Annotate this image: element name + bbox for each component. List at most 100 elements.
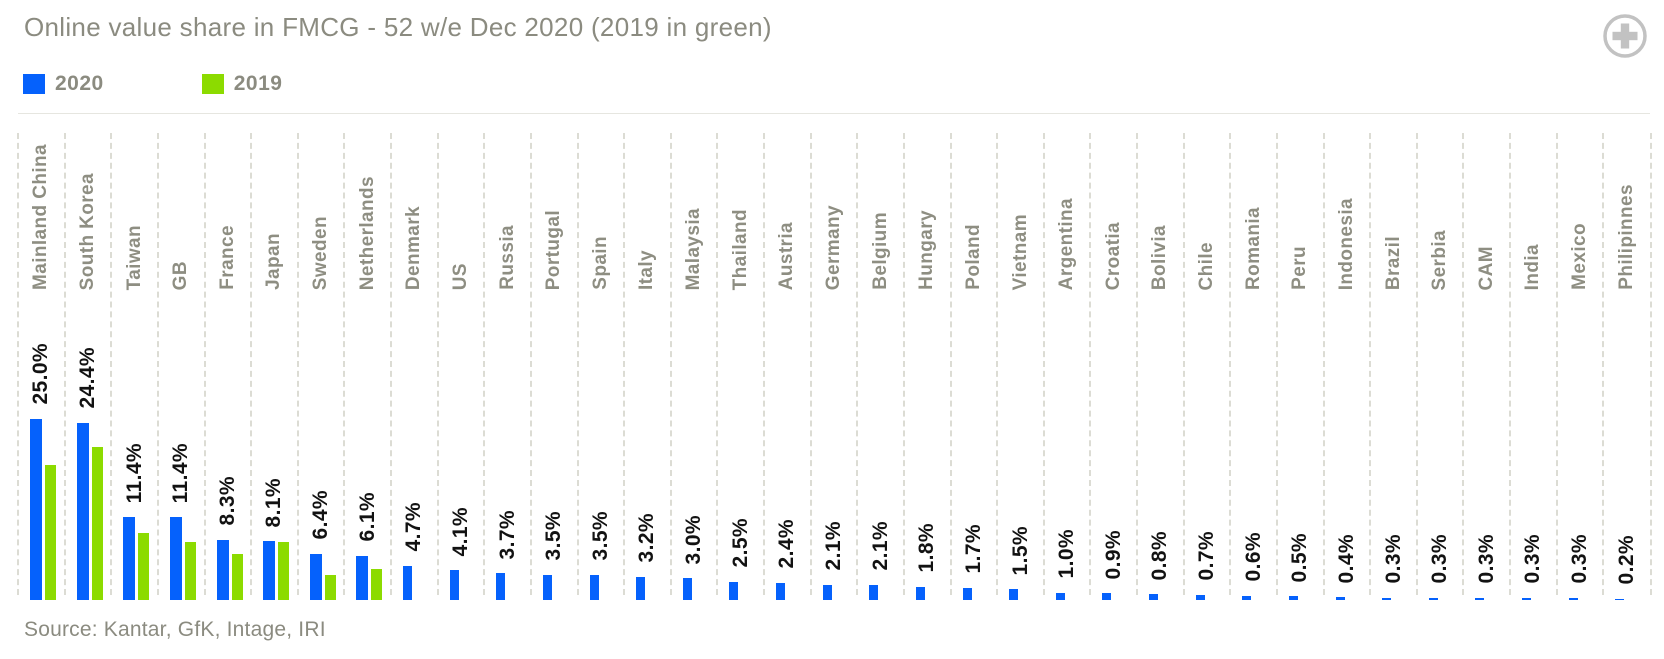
bar-2020 <box>496 573 506 600</box>
chart-column: Portugal 3.5% <box>529 113 578 600</box>
value-label: 8.1% <box>262 477 286 528</box>
bar-2020 <box>263 541 276 600</box>
column-gridline <box>716 133 719 595</box>
country-label: Spain <box>589 236 611 290</box>
chart-column: Argentina 1.0% <box>1042 113 1091 600</box>
value-label: 24.4% <box>75 347 99 409</box>
chart-column: Mainland China 25.0% <box>17 113 65 600</box>
chart-column: Russia 3.7% <box>483 113 531 600</box>
value-label: 3.5% <box>588 511 612 561</box>
column-gridline <box>1602 133 1605 595</box>
value-label: 4.1% <box>448 506 472 557</box>
chart-column: Vietnam 1.5% <box>996 113 1044 600</box>
bar-2020 <box>1428 597 1438 600</box>
value-label: 1.0% <box>1055 529 1079 579</box>
column-gridline <box>902 133 905 595</box>
bar-2020 <box>169 517 182 600</box>
value-label: 2.5% <box>728 518 752 568</box>
column-gridline <box>343 133 346 595</box>
column-gridline <box>156 133 159 595</box>
column-gridline <box>250 133 253 595</box>
chart-column: Chile 0.7% <box>1182 113 1231 600</box>
bar-2020 <box>1335 597 1345 600</box>
value-label: 2.1% <box>868 521 892 571</box>
value-label: 0.4% <box>1334 533 1358 584</box>
bar-2020 <box>869 584 879 600</box>
bar-2019 <box>231 553 243 600</box>
chart-column: India 0.3% <box>1509 113 1557 600</box>
value-label: 11.4% <box>169 442 193 504</box>
column-gridline <box>1182 133 1185 595</box>
bar-2020 <box>589 574 599 600</box>
chart-column: Brazil 0.3% <box>1369 113 1417 600</box>
bar-2020 <box>309 553 322 600</box>
value-label: 8.3% <box>215 476 239 526</box>
chart-column: Belgium 2.1% <box>856 113 904 600</box>
chart-top-border <box>18 113 1650 114</box>
bar-2020 <box>915 586 925 600</box>
value-label: 0.5% <box>1288 532 1312 583</box>
country-label: Philipinnes <box>1615 184 1637 290</box>
value-label: 0.3% <box>1521 534 1545 584</box>
zoom-expand-button[interactable] <box>1602 13 1648 59</box>
column-gridline <box>623 133 626 595</box>
country-label: Indonesia <box>1335 197 1357 290</box>
country-label: CAM <box>1475 245 1497 290</box>
legend-label-2020: 2020 <box>55 72 104 95</box>
country-label: Serbia <box>1429 229 1451 291</box>
value-label: 0.3% <box>1428 534 1452 584</box>
bar-2020 <box>1102 593 1112 600</box>
bar-2020 <box>216 539 229 600</box>
bar-2020 <box>962 587 972 600</box>
value-label: 6.4% <box>309 490 333 540</box>
chart-column: Malaysia 3.0% <box>669 113 718 600</box>
value-label: 4.7% <box>402 502 426 552</box>
bar-2020 <box>123 517 136 600</box>
column-gridline <box>203 133 206 595</box>
country-label: Poland <box>962 224 984 290</box>
country-label: Russia <box>496 225 518 290</box>
column-gridline <box>390 133 393 595</box>
column-gridline <box>996 133 999 595</box>
bar-2019 <box>184 541 196 600</box>
bar-2020 <box>776 582 786 600</box>
bar-2020 <box>1195 594 1205 600</box>
country-label: Romania <box>1242 206 1264 290</box>
bar-2020 <box>76 422 89 600</box>
country-label: Malaysia <box>683 207 705 290</box>
column-gridline <box>1089 133 1092 595</box>
chart-column: France 8.3% <box>203 113 252 600</box>
country-label: Croatia <box>1102 221 1124 290</box>
bar-2020 <box>1055 592 1065 600</box>
bar-2020 <box>1382 597 1392 600</box>
source-text: Source: Kantar, GfK, Intage, IRI <box>24 618 326 641</box>
chart-column: Bolivia 0.8% <box>1136 113 1184 600</box>
bar-2019 <box>278 541 290 600</box>
column-gridline <box>1555 133 1558 595</box>
chart-column: GB 11.4% <box>156 113 205 600</box>
value-label: 1.5% <box>1008 525 1032 576</box>
value-label: 1.8% <box>915 523 939 573</box>
bar-2020 <box>1288 596 1298 600</box>
column-gridline <box>1462 133 1465 595</box>
column-gridline <box>436 133 439 595</box>
column-gridline <box>1136 133 1139 595</box>
chart-column: Serbia 0.3% <box>1415 113 1464 600</box>
column-gridline <box>949 133 952 595</box>
chart-column: Austria 2.4% <box>763 113 811 600</box>
value-label: 1.7% <box>961 524 985 574</box>
column-gridline <box>763 133 766 595</box>
chart-column: Romania 0.6% <box>1229 113 1277 600</box>
bar-2020 <box>682 578 692 600</box>
value-label: 0.3% <box>1381 534 1405 584</box>
country-label: Denmark <box>403 205 425 290</box>
chart-column: Hungary 1.8% <box>902 113 951 600</box>
country-label: Chile <box>1196 241 1218 290</box>
value-label: 2.1% <box>821 521 845 571</box>
bar-2020 <box>1242 595 1252 600</box>
chart-column: Peru 0.5% <box>1275 113 1324 600</box>
legend-swatch-2020 <box>23 74 45 94</box>
chart-column: South Korea 24.4% <box>63 113 112 600</box>
column-gridline <box>529 133 532 595</box>
